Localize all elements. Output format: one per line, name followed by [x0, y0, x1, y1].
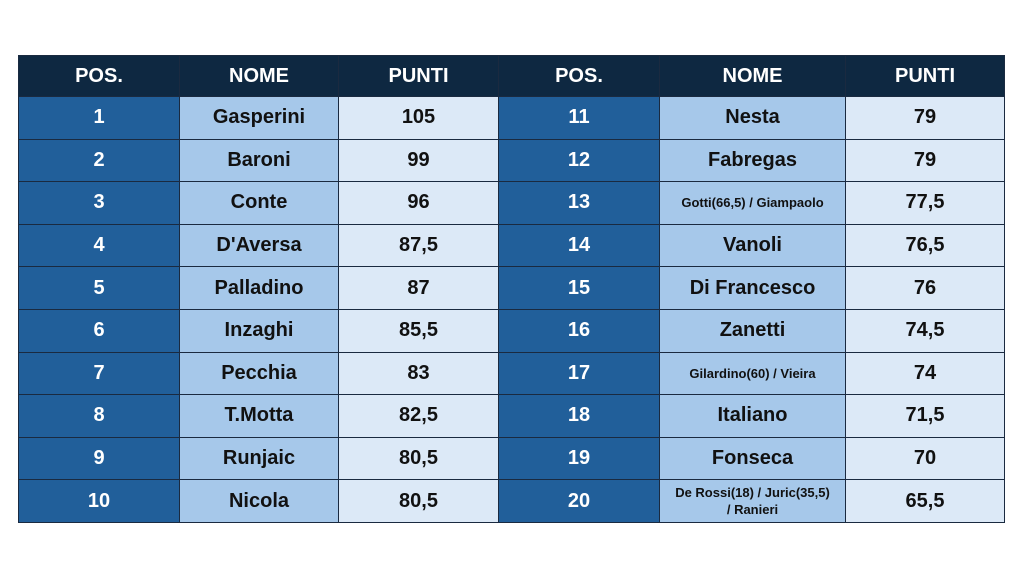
table-body: 1 Gasperini 105 11 Nesta 79 2 Baroni 99 12 Fabrega…	[18, 96, 1005, 523]
punti-cell: 71,5	[845, 394, 1005, 438]
table-row: 8 T.Motta 82,5 18 Italiano 71,5	[18, 394, 1005, 438]
punti-cell: 105	[338, 96, 499, 140]
table-row: 5 Palladino 87 15 Di Francesco 76	[18, 266, 1005, 310]
punti-cell: 87,5	[338, 223, 499, 268]
nome-cell: Nicola	[179, 479, 339, 523]
header-row: POS. NOME PUNTI POS. NOME PUNTI	[18, 55, 1005, 97]
nome-cell: Di Francesco	[659, 266, 846, 310]
table-row: 4 D'Aversa 87,5 14 Vanoli 76,5	[18, 223, 1005, 268]
punti-cell: 74	[845, 351, 1005, 396]
nome-cell: D'Aversa	[179, 223, 339, 268]
punti-cell: 79	[845, 138, 1005, 183]
column-header: NOME	[179, 55, 339, 97]
column-header: PUNTI	[338, 55, 499, 97]
nome-cell: Nesta	[659, 96, 846, 140]
nome-cell: Conte	[179, 181, 339, 225]
nome-cell: Fonseca	[659, 436, 846, 481]
pos-cell: 6	[18, 308, 180, 353]
punti-cell: 96	[338, 181, 499, 225]
punti-cell: 79	[845, 96, 1005, 140]
nome-cell: Gasperini	[179, 96, 339, 140]
pos-cell: 16	[498, 308, 660, 353]
punti-cell: 83	[338, 351, 499, 396]
table-row: 3 Conte 96 13 Gotti(66,5) / Giampaolo 77,5	[18, 181, 1005, 225]
punti-cell: 99	[338, 138, 499, 183]
punti-cell: 74,5	[845, 308, 1005, 353]
nome-cell: Fabregas	[659, 138, 846, 183]
nome-cell: Gilardino(60) / Vieira	[659, 351, 846, 396]
nome-cell: Zanetti	[659, 308, 846, 353]
nome-cell: Baroni	[179, 138, 339, 183]
punti-cell: 76,5	[845, 223, 1005, 268]
table-row: 9 Runjaic 80,5 19 Fonseca 70	[18, 436, 1005, 481]
nome-cell: Palladino	[179, 266, 339, 310]
pos-cell: 4	[18, 223, 180, 268]
pos-cell: 15	[498, 266, 660, 310]
nome-cell: Gotti(66,5) / Giampaolo	[659, 181, 846, 225]
pos-cell: 10	[18, 479, 180, 523]
punti-cell: 76	[845, 266, 1005, 310]
nome-cell: Pecchia	[179, 351, 339, 396]
punti-cell: 87	[338, 266, 499, 310]
nome-cell: Runjaic	[179, 436, 339, 481]
pos-cell: 3	[18, 181, 180, 225]
column-header: POS.	[18, 55, 180, 97]
pos-cell: 1	[18, 96, 180, 140]
punti-cell: 80,5	[338, 479, 499, 523]
pos-cell: 8	[18, 394, 180, 438]
pos-cell: 20	[498, 479, 660, 523]
nome-cell: Inzaghi	[179, 308, 339, 353]
nome-cell: Vanoli	[659, 223, 846, 268]
punti-cell: 77,5	[845, 181, 1005, 225]
standings-table: POS. NOME PUNTI POS. NOME PUNTI 1 Gasperini 105…	[18, 55, 1005, 523]
table-row: 10 Nicola 80,5 20 De Rossi(18) / Juric(35,5)…	[18, 479, 1005, 523]
punti-cell: 85,5	[338, 308, 499, 353]
pos-cell: 9	[18, 436, 180, 481]
punti-cell: 65,5	[845, 479, 1005, 523]
table-row: 2 Baroni 99 12 Fabregas 79	[18, 138, 1005, 183]
punti-cell: 70	[845, 436, 1005, 481]
nome-cell: De Rossi(18) / Juric(35,5) / Ranieri	[659, 479, 846, 523]
pos-cell: 14	[498, 223, 660, 268]
pos-cell: 17	[498, 351, 660, 396]
column-header: PUNTI	[845, 55, 1005, 97]
table-row: 7 Pecchia 83 17 Gilardino(60) / Vieira 74	[18, 351, 1005, 396]
pos-cell: 18	[498, 394, 660, 438]
pos-cell: 7	[18, 351, 180, 396]
pos-cell: 2	[18, 138, 180, 183]
table-row: 6 Inzaghi 85,5 16 Zanetti 74,5	[18, 308, 1005, 353]
punti-cell: 82,5	[338, 394, 499, 438]
column-header: NOME	[659, 55, 846, 97]
table-row: 1 Gasperini 105 11 Nesta 79	[18, 96, 1005, 140]
pos-cell: 19	[498, 436, 660, 481]
pos-cell: 5	[18, 266, 180, 310]
pos-cell: 13	[498, 181, 660, 225]
punti-cell: 80,5	[338, 436, 499, 481]
nome-cell: Italiano	[659, 394, 846, 438]
column-header: POS.	[498, 55, 660, 97]
pos-cell: 12	[498, 138, 660, 183]
pos-cell: 11	[498, 96, 660, 140]
nome-cell: T.Motta	[179, 394, 339, 438]
